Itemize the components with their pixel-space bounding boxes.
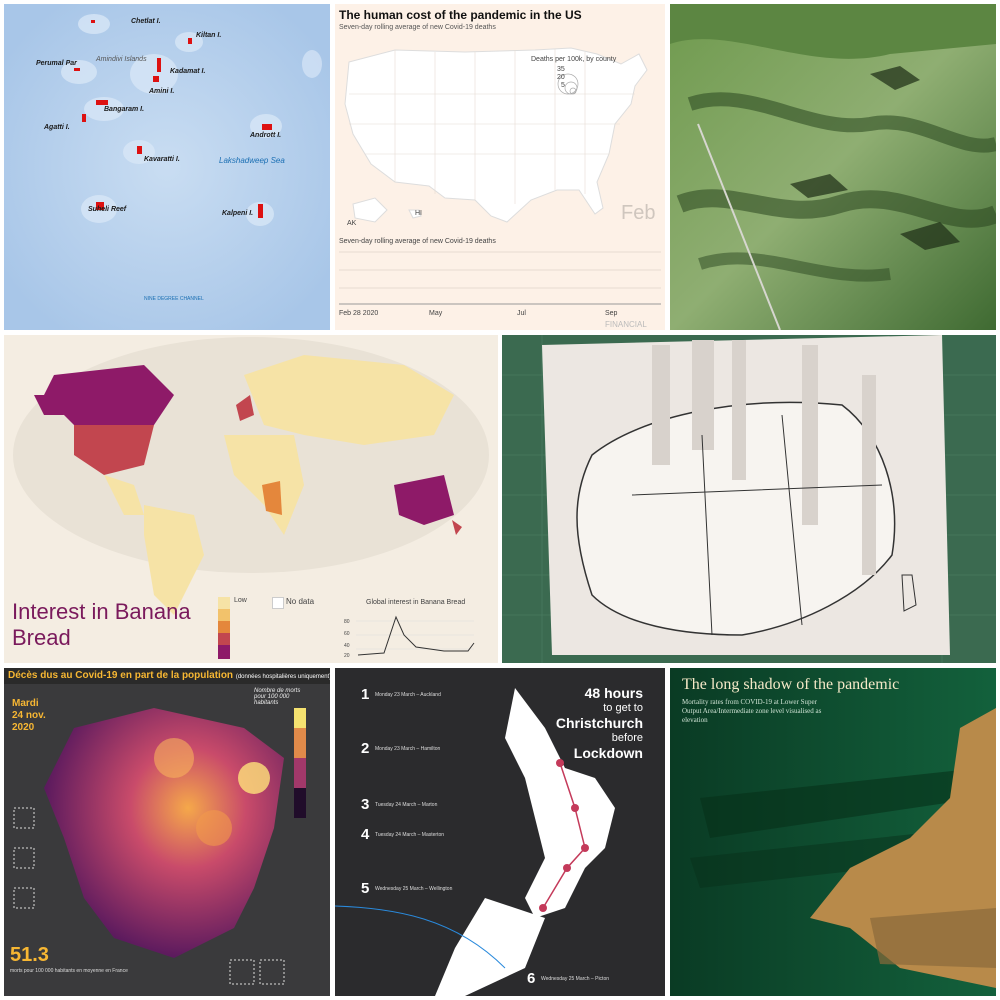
island-label-bangaram: Bangaram I.: [104, 106, 145, 113]
world-map-svg: [13, 337, 489, 615]
island-label-amini: Amini I.: [149, 88, 175, 95]
chart-title: The human cost of the pandemic in the US: [339, 8, 582, 22]
lakshadweep-map-tile: Chetlat I. Kiltan I. Amindivi Islands Pe…: [4, 4, 330, 330]
title-line-5: Lockdown: [573, 745, 643, 761]
france-heatmap-svg: [13, 708, 306, 985]
big-number: 51.3: [10, 944, 49, 966]
month-watermark: Feb: [621, 202, 656, 224]
title-line-4: before: [611, 732, 643, 744]
map-title: The long shadow of the pandemic: [682, 676, 900, 693]
step-6-number: 6: [527, 970, 536, 987]
island-label-chetlat: Chetlat I.: [131, 18, 161, 25]
legend-value-20: 20: [557, 74, 565, 81]
step-1-number: 1: [361, 686, 370, 703]
lakshadweep-map-svg: [4, 4, 330, 330]
france-model-svg: [502, 335, 996, 663]
nz-map-svg: [335, 688, 615, 996]
island-label-kalpeni: Kalpeni I.: [222, 210, 254, 217]
step-4-text: Tuesday 24 March – Masterton: [375, 832, 445, 838]
legend-value-35: 35: [557, 66, 565, 73]
france-3d-model-tile: [502, 335, 996, 663]
hawaii-label: HI: [415, 210, 422, 217]
green-relief-tile: [670, 4, 996, 330]
map-title: Interest in Banana Bread: [12, 599, 191, 650]
legend-title: Nombre de morts pour 100 000 habitants: [254, 688, 301, 706]
map-subtitle: Mortality rates from COVID-19 at Lower S…: [682, 698, 822, 724]
island-label-agatti: Agatti I.: [44, 124, 70, 131]
line-chart-label: Seven-day rolling average of new Covid-1…: [339, 238, 496, 245]
title-line-3: Christchurch: [555, 715, 643, 731]
chart-subtitle: Seven-day rolling average of new Covid-1…: [339, 24, 496, 31]
big-number-caption: morts pour 100 000 habitants en moyenne …: [10, 968, 128, 974]
long-shadow-tile: The long shadow of the pandemic Mortalit…: [670, 668, 996, 996]
step-3-text: Tuesday 24 March – Marton: [375, 802, 438, 808]
step-3-number: 3: [361, 796, 370, 813]
y-tick-80: 80: [344, 619, 350, 625]
nz-journey-tile: 48 hours to get to Christchurch before L…: [335, 668, 665, 996]
us-map-svg: [339, 47, 661, 305]
step-5-text: Wednesday 25 March – Wellington: [375, 886, 453, 892]
step-4-number: 4: [361, 826, 370, 843]
step-2-text: Monday 23 March – Hamilton: [375, 746, 441, 752]
island-group-label: Amindivi Islands: [96, 56, 147, 63]
us-covid-map-tile: The human cost of the pandemic in the US…: [335, 4, 665, 330]
x-tick-may: May: [429, 310, 443, 317]
island-label-andrott: Andrott I.: [250, 132, 282, 139]
y-tick-40: 40: [344, 643, 350, 649]
journey-title: 48 hours to get to Christchurch before L…: [556, 686, 643, 761]
step-2-number: 2: [361, 740, 370, 757]
france-covid-map-tile: Décès dus au Covid-19 en part de la popu…: [4, 668, 330, 996]
island-label-kadamat: Kadamat I.: [170, 68, 206, 75]
title-line-1: 48 hours: [584, 685, 643, 701]
step-6-text: Wednesday 25 March – Picton: [541, 976, 610, 982]
island-label-suheli-reef: Suheli Reef: [88, 206, 127, 213]
date-year: 2020: [12, 722, 35, 733]
island-label-kavaratti: Kavaratti I.: [144, 156, 180, 163]
step-1-text: Monday 23 March – Auckland: [375, 692, 441, 698]
legend-title: Deaths per 100k, by county: [531, 56, 617, 63]
legend-value-5: 5: [561, 82, 565, 89]
island-label-kiltan: Kiltan I.: [196, 32, 222, 39]
x-tick-feb: Feb 28 2020: [339, 310, 379, 317]
banana-bread-map-tile: Interest in Banana Bread Low No data Glo…: [4, 335, 498, 663]
step-5-number: 5: [361, 880, 370, 897]
channel-label: NINE DEGREE CHANNEL: [144, 296, 204, 302]
relief-svg: [670, 4, 996, 330]
map-title-text: Décès dus au Covid-19 en part de la popu…: [8, 670, 234, 681]
x-tick-jul: Jul: [517, 310, 526, 317]
date-block: Mardi 24 nov. 2020: [12, 698, 46, 734]
no-data-swatch: [272, 597, 284, 609]
date-day: Mardi: [12, 698, 39, 709]
chart-title: Global interest in Banana Bread: [366, 599, 466, 606]
sea-label: Lakshadweep Sea: [219, 156, 285, 165]
date-daymonth: 24 nov.: [12, 710, 46, 721]
y-tick-20: 20: [344, 653, 350, 659]
source-watermark: FINANCIAL: [605, 320, 647, 329]
shadow-relief-svg: [670, 668, 996, 996]
map-title-note: (données hospitalières uniquement): [235, 674, 330, 680]
map-title: Décès dus au Covid-19 en part de la popu…: [4, 668, 330, 684]
legend-no-data: No data: [286, 597, 315, 606]
x-tick-sep: Sep: [605, 310, 618, 317]
island-label-perumal-par: Perumal Par: [36, 60, 77, 67]
title-line-2: to get to: [603, 702, 643, 714]
alaska-label: AK: [347, 220, 357, 227]
y-tick-60: 60: [344, 631, 350, 637]
color-ramp: [218, 597, 230, 659]
interest-line-chart: [356, 615, 475, 656]
legend-low: Low: [234, 597, 247, 604]
